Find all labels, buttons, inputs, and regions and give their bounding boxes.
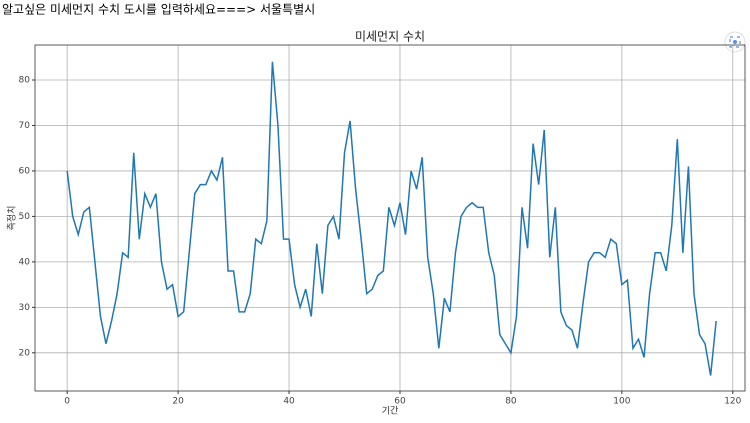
y-tick-label: 20 — [19, 348, 31, 358]
input-prompt: 알고싶은 미세먼지 수치 도시를 입력하세요===> 서울특별시 — [2, 3, 315, 17]
x-tick-label: 80 — [505, 397, 517, 407]
y-tick-label: 50 — [19, 212, 31, 222]
y-tick-label: 40 — [19, 257, 31, 267]
x-tick-label: 0 — [64, 397, 70, 407]
x-tick-label: 20 — [172, 397, 184, 407]
y-tick-label: 60 — [19, 166, 31, 176]
x-axis-label: 기간 — [382, 406, 399, 417]
y-axis-label: 측정치 — [6, 206, 18, 231]
x-tick-label: 40 — [283, 397, 295, 407]
x-tick-label: 100 — [613, 397, 630, 407]
x-tick-label: 120 — [724, 397, 741, 407]
chart-title: 미세먼지 수치 — [355, 30, 425, 44]
plot-frame — [34, 44, 746, 392]
screenshot-icon[interactable] — [724, 31, 746, 53]
y-tick-label: 70 — [19, 121, 31, 131]
x-tick-label: 60 — [394, 397, 406, 407]
data-line — [66, 61, 717, 376]
y-tick-label: 30 — [19, 303, 31, 313]
y-tick-label: 80 — [19, 76, 31, 86]
